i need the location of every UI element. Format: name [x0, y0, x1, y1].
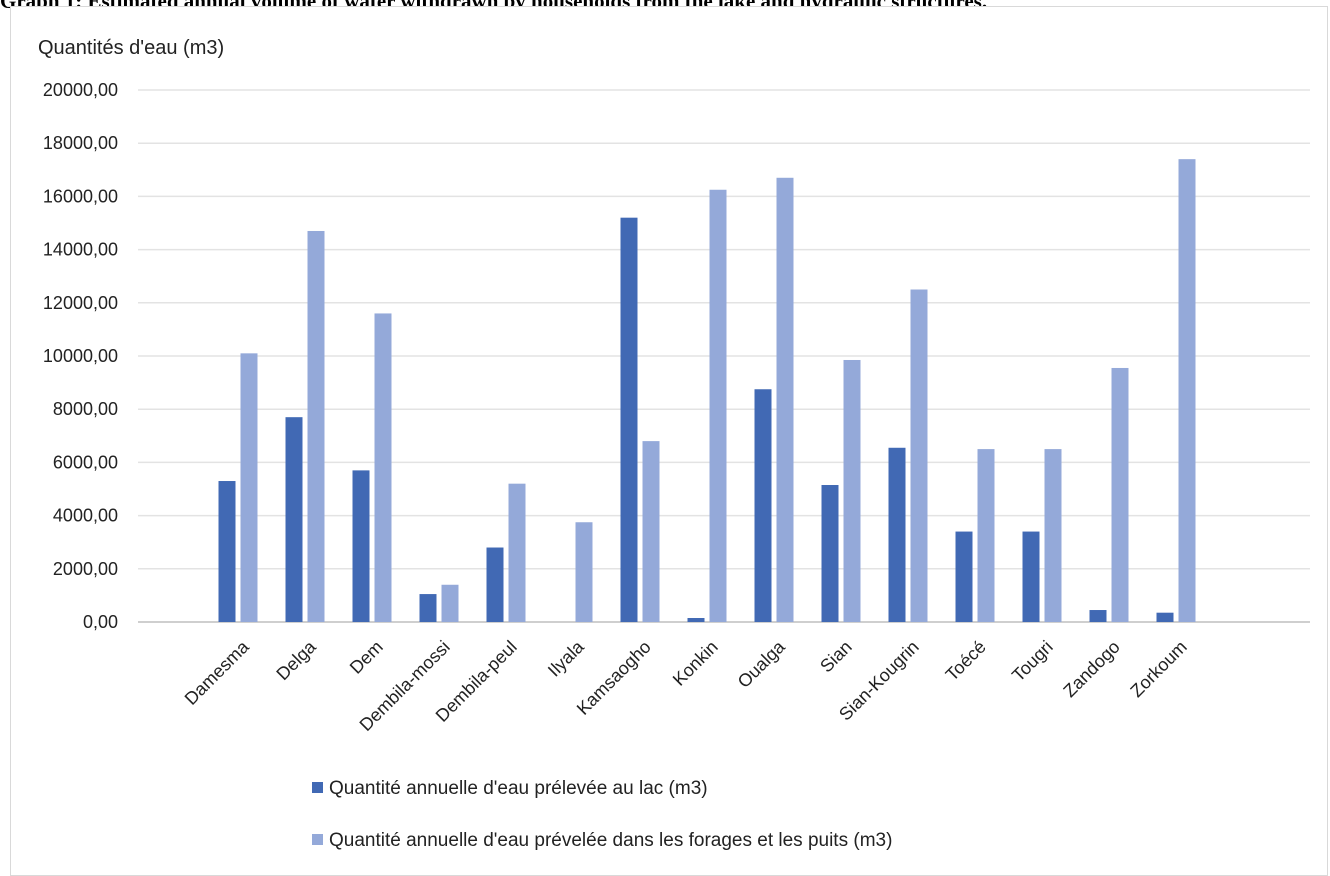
y-tick-label: 4000,00 — [53, 506, 118, 526]
bar-lac-9 — [821, 485, 839, 622]
bar-forages-7 — [709, 189, 727, 622]
bar-forages-10 — [910, 289, 928, 622]
bar-forages-12 — [1044, 449, 1062, 622]
bar-forages-13 — [1111, 367, 1129, 622]
y-tick-label: 16000,00 — [43, 186, 118, 206]
bar-lac-3 — [419, 594, 437, 622]
x-category-label: Dem — [346, 637, 387, 678]
y-tick-label: 10000,00 — [43, 346, 118, 366]
x-category-label: Ilyala — [544, 636, 589, 681]
y-axis-label: Quantités d'eau (m3) — [38, 37, 224, 59]
bar-forages-2 — [374, 313, 392, 622]
bar-lac-2 — [352, 470, 370, 622]
bar-forages-5 — [575, 522, 593, 622]
bar-lac-10 — [888, 447, 906, 622]
legend-label: Quantité annuelle d'eau prévelée dans le… — [329, 830, 892, 851]
bars — [218, 159, 1196, 623]
bar-forages-3 — [441, 584, 459, 622]
chart-frame — [10, 6, 1328, 876]
x-category-label: Toécé — [942, 637, 990, 685]
bar-lac-4 — [486, 547, 504, 622]
x-category-label: Delga — [272, 636, 320, 684]
y-tick-label: 20000,00 — [43, 80, 118, 100]
y-tick-label: 0,00 — [83, 612, 118, 632]
legend: Quantité annuelle d'eau prélevée au lac … — [312, 778, 892, 851]
bar-lac-12 — [1022, 531, 1040, 622]
bar-lac-6 — [620, 217, 638, 622]
y-tick-label: 12000,00 — [43, 293, 118, 313]
x-category-label: Sian — [816, 637, 856, 677]
bar-forages-14 — [1178, 159, 1196, 622]
y-tick-label: 6000,00 — [53, 452, 118, 472]
bar-lac-7 — [687, 618, 705, 622]
bar-lac-1 — [285, 417, 303, 622]
bar-forages-11 — [977, 449, 995, 622]
y-tick-label: 18000,00 — [43, 133, 118, 153]
legend-label: Quantité annuelle d'eau prélevée au lac … — [329, 778, 708, 799]
x-category-label: Konkin — [669, 637, 722, 690]
x-category-label: Zandogo — [1059, 637, 1123, 701]
y-axis-ticks: 0,00 2000,00 4000,00 6000,00 8000,00 10000,00… — [43, 80, 118, 632]
bar-forages-8 — [776, 177, 794, 622]
legend-swatch — [312, 782, 323, 793]
bar-forages-0 — [240, 353, 258, 622]
y-tick-label: 14000,00 — [43, 240, 118, 260]
x-category-label: Oualga — [734, 636, 790, 692]
bar-lac-11 — [955, 531, 973, 622]
y-tick-label: 8000,00 — [53, 399, 118, 419]
bar-forages-9 — [843, 359, 861, 622]
x-category-label: Zorkoum — [1126, 637, 1190, 701]
bar-forages-4 — [508, 483, 526, 622]
bar-forages-1 — [307, 230, 325, 623]
bar-forages-6 — [642, 441, 660, 622]
legend-swatch — [312, 834, 323, 845]
bar-lac-13 — [1089, 610, 1107, 622]
bar-lac-0 — [218, 481, 236, 622]
bar-lac-8 — [754, 389, 772, 622]
x-axis-categories: Damesma Delga DemDembila-mossiDembila-peul… — [181, 636, 1191, 735]
x-category-label: Damesma — [181, 636, 254, 709]
x-category-label: Tougri — [1008, 637, 1057, 686]
y-tick-label: 2000,00 — [53, 559, 118, 579]
bar-lac-14 — [1156, 612, 1174, 622]
